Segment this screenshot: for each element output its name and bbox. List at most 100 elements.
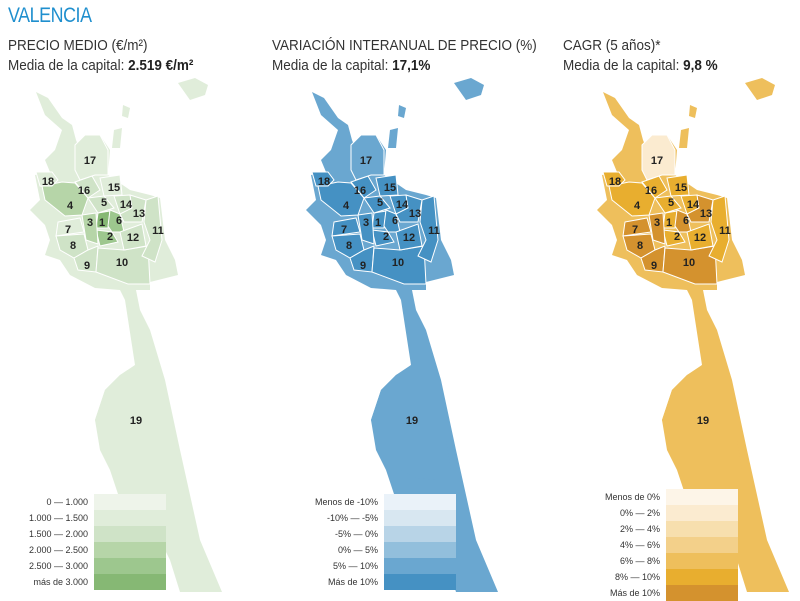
district-label: 13 [409, 208, 421, 220]
legend-swatch [384, 510, 456, 526]
district-label: 3 [654, 217, 660, 229]
map-islet [679, 128, 689, 148]
legend-row: 0 — 1.000 [20, 494, 166, 510]
district-label: 1 [375, 217, 381, 229]
page-title: VALENCIA [8, 4, 92, 27]
avg-label: Media de la capital: [8, 57, 129, 74]
district-3 [81, 212, 99, 245]
district-label: 17 [360, 155, 372, 167]
legend-swatch [94, 542, 166, 558]
district-7 [622, 217, 652, 237]
map-islet [745, 78, 775, 100]
district-4 [41, 181, 89, 217]
district-label: 11 [719, 225, 731, 237]
legend-swatch [666, 489, 738, 505]
district-label: 8 [346, 240, 352, 252]
legend-swatch [384, 526, 456, 542]
district-label: 1 [99, 217, 105, 229]
district-label: 4 [67, 200, 74, 212]
district-label: 11 [152, 225, 164, 237]
legend-swatch [384, 494, 456, 510]
district-label: 6 [392, 215, 398, 227]
legend-row: Menos de 0% [590, 489, 738, 505]
map-islet [178, 78, 208, 100]
legend-label: 2% — 4% [619, 524, 660, 534]
district-label: 18 [609, 176, 621, 188]
district-label: 5 [101, 197, 107, 209]
district-label: 15 [108, 182, 120, 194]
district-label: 10 [683, 257, 695, 269]
district-label: 15 [675, 182, 687, 194]
district-label: 13 [133, 208, 145, 220]
district-label: 2 [674, 231, 680, 243]
legend-swatch [384, 574, 456, 590]
legend-label: Menos de -10% [314, 497, 378, 507]
map-islet [112, 128, 122, 148]
district-label: 18 [318, 176, 330, 188]
district-label: 18 [42, 176, 54, 188]
legend-row: 2.500 — 3.000 [20, 558, 166, 574]
district-label: 5 [377, 197, 383, 209]
district-3 [357, 212, 375, 245]
legend-swatch [666, 569, 738, 585]
legend-label: 2.000 — 2.500 [28, 545, 88, 555]
legend-label: 2.500 — 3.000 [28, 561, 88, 571]
district-label: 16 [354, 185, 366, 197]
legend-label: 6% — 8% [619, 556, 660, 566]
district-18 [311, 171, 335, 187]
legend-label: -5% — 0% [334, 529, 378, 539]
district-label: 10 [116, 257, 128, 269]
legend-swatch [666, 585, 738, 601]
legend-swatch [666, 553, 738, 569]
district-label: 12 [403, 232, 415, 244]
district-label: 19 [130, 415, 142, 427]
legend-row: 0% — 2% [590, 505, 738, 521]
legend-row: 1.000 — 1.500 [20, 510, 166, 526]
legend-label: Menos de 0% [604, 492, 660, 502]
district-18 [35, 171, 59, 187]
legend-row: 8% — 10% [590, 569, 738, 585]
legend-label: más de 3.000 [33, 577, 88, 587]
panel-header-cagr: CAGR (5 años)* Media de la capital: 9,8 … [563, 36, 718, 76]
district-label: 4 [343, 200, 350, 212]
district-label: 6 [116, 215, 122, 227]
avg-label: Media de la capital: [563, 57, 684, 74]
district-label: 11 [428, 225, 440, 237]
district-label: 2 [383, 231, 389, 243]
district-label: 7 [65, 224, 71, 236]
legend-row: Menos de -10% [290, 494, 456, 510]
avg-value: 17,1% [392, 57, 431, 74]
legend-row: 6% — 8% [590, 553, 738, 569]
district-label: 3 [363, 217, 369, 229]
district-15 [375, 174, 399, 197]
district-12 [119, 223, 147, 251]
legend-label: 5% — 10% [332, 561, 378, 571]
legend-row: 1.500 — 2.000 [20, 526, 166, 542]
map-islet [398, 105, 406, 118]
district-5 [363, 195, 391, 214]
district-label: 16 [78, 185, 90, 197]
district-label: 10 [392, 257, 404, 269]
district-11 [417, 195, 439, 263]
legend-swatch [666, 537, 738, 553]
legend-swatch [384, 542, 456, 558]
district-label: 9 [651, 260, 657, 272]
district-2 [95, 229, 119, 247]
legend-swatch [94, 510, 166, 526]
legend-swatch [94, 574, 166, 590]
legend-label: 4% — 6% [619, 540, 660, 550]
district-5 [654, 195, 682, 214]
panel-header-price: PRECIO MEDIO (€/m²) Media de la capital:… [8, 36, 193, 76]
avg-value: 2.519 €/m² [128, 57, 194, 74]
legend-row: Más de 10% [590, 585, 738, 601]
district-label: 17 [84, 155, 96, 167]
district-11 [708, 195, 730, 263]
district-12 [395, 223, 423, 251]
panel-heading: PRECIO MEDIO (€/m²) [8, 37, 148, 54]
legend-row: 5% — 10% [290, 558, 456, 574]
district-4 [608, 181, 656, 217]
district-label: 9 [360, 260, 366, 272]
panel-header-variation: VARIACIÓN INTERANUAL DE PRECIO (%) Media… [272, 36, 537, 76]
